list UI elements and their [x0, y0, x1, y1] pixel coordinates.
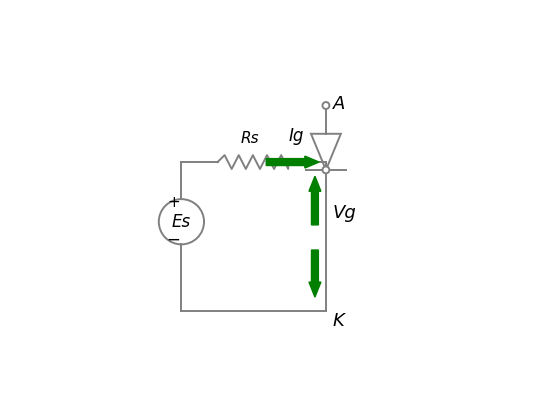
Circle shape — [323, 102, 329, 109]
Text: Rs: Rs — [240, 131, 259, 146]
Text: Vg: Vg — [332, 204, 356, 222]
Text: −: − — [166, 231, 181, 248]
FancyArrow shape — [309, 250, 321, 297]
FancyArrow shape — [309, 176, 321, 225]
Text: K: K — [333, 312, 344, 330]
Text: +: + — [167, 195, 180, 210]
Text: Ig: Ig — [288, 127, 304, 145]
Text: A: A — [333, 95, 345, 113]
Circle shape — [323, 166, 329, 173]
Text: Es: Es — [172, 213, 191, 231]
FancyArrow shape — [266, 156, 319, 168]
